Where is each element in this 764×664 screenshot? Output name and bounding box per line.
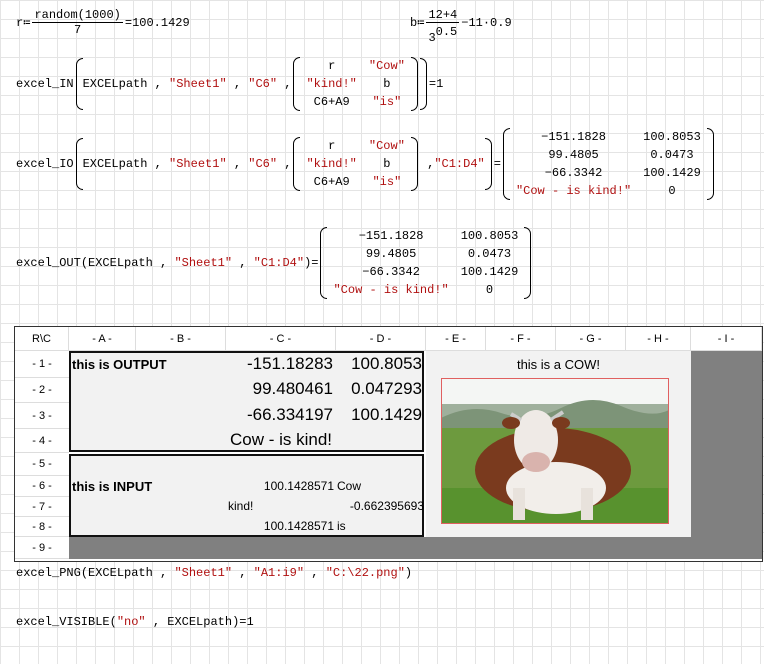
arg-sheet: "Sheet1" bbox=[169, 77, 227, 91]
cell-d2: 0.047293 bbox=[351, 379, 422, 398]
arg-range: "C1:D4" bbox=[434, 157, 485, 171]
fraction: 12+4 30.5 bbox=[426, 8, 460, 45]
arg-path: EXCELpath bbox=[88, 256, 153, 270]
cell-c8: 100.1428571 bbox=[263, 519, 334, 533]
col-header-i: - I - bbox=[691, 327, 762, 351]
cell-d7: -0.662395693 bbox=[349, 499, 424, 513]
cell-d6: Cow bbox=[337, 479, 362, 493]
func-random: random bbox=[34, 8, 78, 22]
col-header-a: - A - bbox=[69, 327, 136, 351]
assign-op: ≔ bbox=[23, 16, 31, 30]
exponent: 0.5 bbox=[435, 25, 458, 39]
row-header-3: - 3 - bbox=[15, 403, 69, 429]
row-header-5: - 5 - bbox=[15, 453, 69, 476]
arg-range: "A1:i9" bbox=[253, 566, 305, 580]
output-block bbox=[69, 351, 424, 452]
row-header-7: - 7 - bbox=[15, 497, 69, 517]
input-label: this is INPUT bbox=[72, 479, 153, 494]
base: 3 bbox=[428, 31, 436, 45]
arg: 1000 bbox=[84, 8, 114, 22]
arg-sheet: "Sheet1" bbox=[169, 157, 227, 171]
cell-c4: Cow - is kind! bbox=[229, 430, 333, 449]
col-header-d: - D - bbox=[336, 327, 426, 351]
cell-c7: kind! bbox=[228, 499, 254, 513]
picture-caption: this is a COW! bbox=[516, 357, 601, 372]
output-label: this is OUTPUT bbox=[72, 357, 167, 372]
io-result-matrix: −151.1828 100.8053 99.4805 0.0473 −66.3342… bbox=[502, 128, 714, 200]
spreadsheet-preview: R\C - A - - B - - C - - D - - E - - F - … bbox=[14, 326, 763, 562]
func-excel-out: excel_OUT bbox=[16, 256, 81, 270]
input-block bbox=[69, 454, 424, 537]
excel-in-expression[interactable]: excel_IN EXCELpath , "Sheet1" , "C6" , r… bbox=[16, 57, 444, 111]
excel-visible-result: 1 bbox=[246, 615, 254, 629]
col-header-e: - E - bbox=[426, 327, 486, 351]
r-result: 100.1429 bbox=[132, 15, 190, 30]
eq: = bbox=[239, 615, 247, 629]
b-definition[interactable]: b ≔ 12+4 30.5 −11·0.9 bbox=[410, 8, 512, 45]
col-header-f: - F - bbox=[486, 327, 556, 351]
subtract-term: −11·0.9 bbox=[461, 15, 512, 30]
arg-visible: "no" bbox=[116, 615, 146, 629]
col-header-h: - H - bbox=[626, 327, 691, 351]
numerator: 12+4 bbox=[426, 8, 460, 23]
var-r: r bbox=[16, 15, 24, 30]
row-header-4: - 4 - bbox=[15, 429, 69, 453]
fraction: random(1000) 7 bbox=[32, 8, 123, 37]
arg-path: EXCELpath bbox=[88, 566, 153, 580]
arg-sheet: "Sheet1" bbox=[174, 566, 233, 580]
eq: = bbox=[124, 15, 133, 30]
excel-out-expression[interactable]: excel_OUT(EXCELpath , "Sheet1" , "C1:D4"… bbox=[16, 226, 533, 300]
cell-c6: 100.1428571 bbox=[263, 479, 334, 493]
cell-c1: -151.18283 bbox=[246, 354, 333, 373]
arg-path: EXCELpath bbox=[82, 157, 148, 171]
row-header-2: - 2 - bbox=[15, 378, 69, 403]
denominator: 7 bbox=[74, 23, 82, 37]
arg-path: EXCELpath bbox=[82, 77, 148, 91]
excel-visible-expression[interactable]: excel_VISIBLE("no" , EXCELpath)=1 bbox=[16, 615, 254, 629]
func-excel-in: excel_IN bbox=[16, 77, 74, 91]
excel-io-expression[interactable]: excel_IO EXCELpath , "Sheet1" , "C6" , r… bbox=[16, 127, 716, 201]
arg-file: "C:\22.png" bbox=[325, 566, 405, 580]
var-b: b bbox=[410, 15, 418, 30]
excel-in-result: 1 bbox=[436, 77, 444, 91]
row-header-1: - 1 - bbox=[15, 351, 69, 378]
r-definition[interactable]: r ≔ random(1000) 7 = 100.1429 bbox=[16, 8, 190, 37]
arg-range: "C1:D4" bbox=[253, 256, 305, 270]
func-excel-png: excel_PNG bbox=[16, 566, 81, 580]
row-header-6: - 6 - bbox=[15, 476, 69, 497]
row-header-8: - 8 - bbox=[15, 517, 69, 537]
cell-c2: 99.480461 bbox=[252, 379, 333, 398]
assign-op: ≔ bbox=[417, 16, 425, 30]
arg-cell: "C6" bbox=[248, 77, 278, 91]
cow-picture bbox=[441, 378, 669, 524]
out-result-matrix: −151.1828 100.8053 99.4805 0.0473 −66.3342… bbox=[320, 227, 532, 299]
corner-header: R\C bbox=[15, 327, 69, 351]
arg-path: EXCELpath bbox=[167, 615, 233, 629]
func-excel-visible: excel_VISIBLE bbox=[16, 615, 110, 629]
cell-c3: -66.334197 bbox=[246, 405, 333, 424]
arg-cell: "C6" bbox=[248, 157, 278, 171]
cell-d3: 100.1429 bbox=[351, 405, 422, 424]
col-header-g: - G - bbox=[556, 327, 626, 351]
col-header-b: - B - bbox=[136, 327, 226, 351]
cell-d1: 100.8053 bbox=[351, 354, 422, 373]
input-matrix: r "Cow" "kind!" b C6+A9 "is" bbox=[293, 137, 418, 191]
input-matrix: r "Cow" "kind!" b C6+A9 "is" bbox=[293, 57, 418, 111]
cell-d8: is bbox=[337, 519, 346, 533]
row-header-9: - 9 - bbox=[15, 537, 69, 559]
arg-sheet: "Sheet1" bbox=[174, 256, 233, 270]
col-header-c: - C - bbox=[226, 327, 336, 351]
func-excel-io: excel_IO bbox=[16, 157, 74, 171]
excel-png-expression[interactable]: excel_PNG(EXCELpath , "Sheet1" , "A1:i9"… bbox=[16, 566, 413, 580]
